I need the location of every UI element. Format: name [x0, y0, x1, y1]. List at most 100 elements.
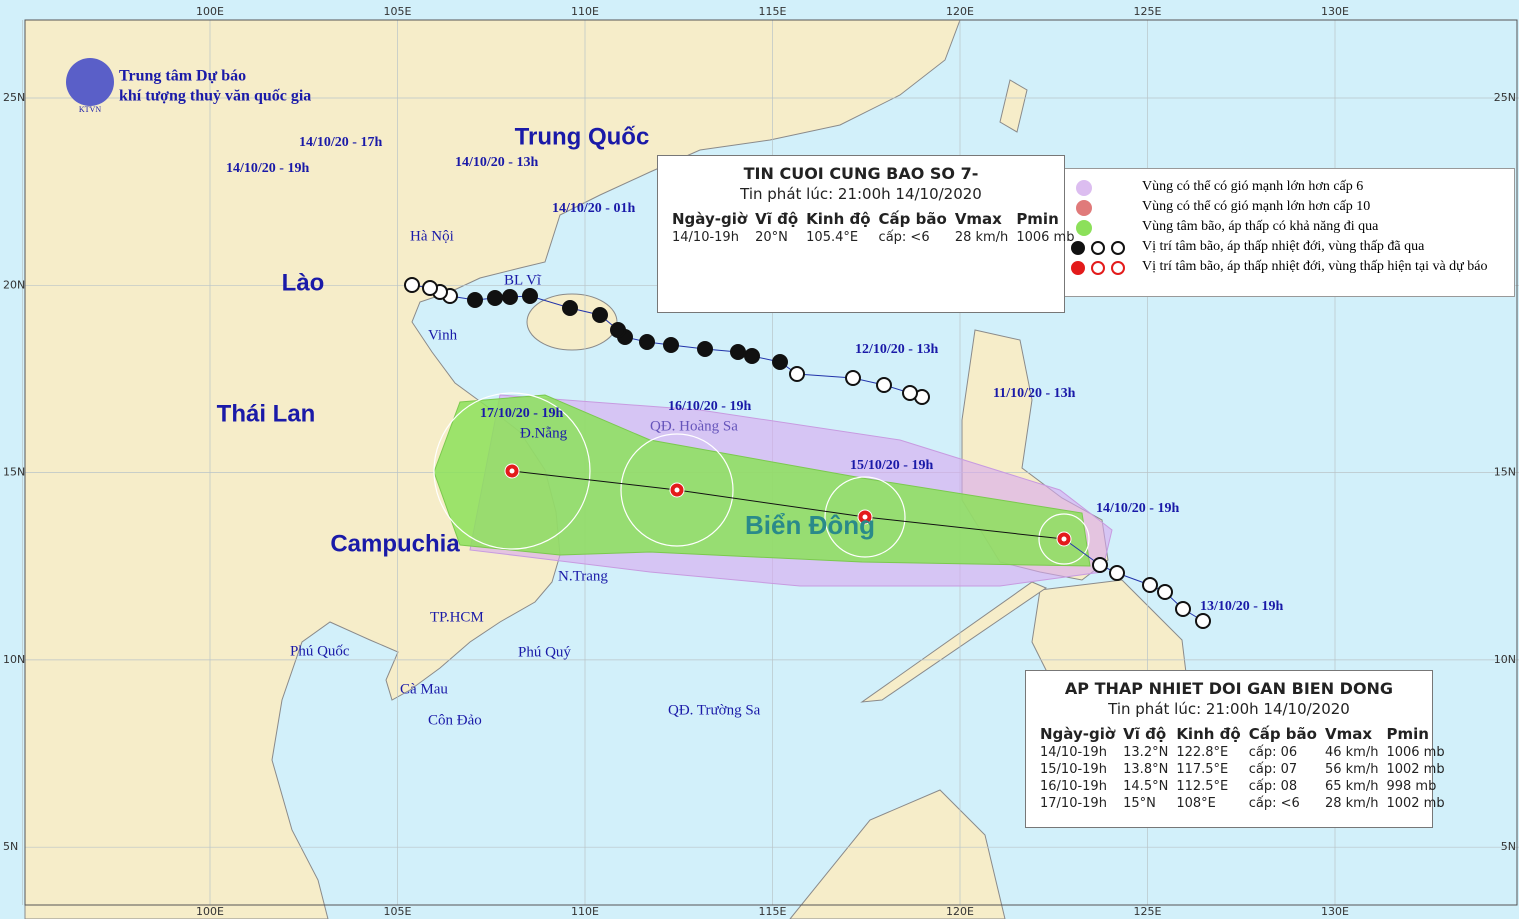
past-position: [1175, 601, 1191, 617]
place-name: Côn Đảo: [428, 712, 482, 728]
bulletin-title: AP THAP NHIET DOI GAN BIEN DONG: [1064, 679, 1394, 698]
legend-symbol: [1071, 261, 1085, 275]
cell: 56 km/h: [1324, 762, 1379, 777]
wind-circle: [1038, 513, 1090, 565]
cell: 14/10-19h: [1040, 745, 1107, 760]
track-label: 15/10/20 - 19h: [850, 458, 933, 473]
lon-label: 130E: [1321, 5, 1349, 18]
lon-label: 105E: [384, 5, 412, 18]
lon-label: 100E: [196, 905, 224, 918]
column-header: Kinh độ: [1176, 725, 1241, 743]
cell: cấp: 07: [1248, 762, 1298, 777]
wind-circle: [824, 476, 906, 558]
track-label: 14/10/20 - 13h: [455, 155, 538, 170]
past-position: [1092, 557, 1108, 573]
legend-symbol: [1111, 241, 1125, 255]
legend-symbol: [1091, 241, 1105, 255]
data-row: 16/10-19h 14.5°N 112.5°E cấp: 08 65 km/h 998 …: [1036, 778, 1449, 795]
column-header: Kinh độ: [806, 210, 871, 228]
cell: 105.4°E: [806, 230, 859, 245]
data-row: 14/10-19h 20°N 105.4°E cấp: <6 28 km/h 1006 m…: [668, 229, 1078, 246]
cell: 122.8°E: [1176, 745, 1229, 760]
lon-label: 125E: [1134, 5, 1162, 18]
lon-label: 110E: [571, 5, 599, 18]
legend-swatch: [1076, 220, 1092, 236]
column-header: Pmin: [1016, 210, 1059, 228]
cell: 15°N: [1123, 796, 1156, 811]
track-label: 14/10/20 - 19h: [226, 161, 309, 176]
place-name: Phú Quý: [518, 644, 571, 660]
bulletin-title: TIN CUOI CUNG BAO SO 7-: [743, 164, 979, 183]
past-position: [1142, 577, 1158, 593]
cell: 28 km/h: [954, 230, 1009, 245]
forecast-eye: [509, 468, 515, 474]
legend-symbol: [1071, 241, 1085, 255]
org-name: Trung tâm Dự báo: [119, 68, 246, 85]
track-label: 13/10/20 - 19h: [1200, 599, 1283, 614]
legend-label: Vị trí tâm bão, áp thấp nhiệt đới, vùng …: [1142, 239, 1425, 254]
track-label: 14/10/20 - 19h: [1096, 501, 1179, 516]
bulletin-table: Ngày-giờ Vĩ độ Kinh độ Cấp bão Vmax Pmin 14/10…: [1036, 724, 1449, 812]
palawan: [860, 581, 1048, 703]
lat-label: 5N: [3, 840, 18, 853]
cell: 1006 mb: [1386, 745, 1445, 760]
data-row: 14/10-19h 13.2°N 122.8°E cấp: 06 46 km/h 1006…: [1036, 744, 1449, 761]
data-row: 15/10-19h 13.8°N 117.5°E cấp: 07 56 km/h 1002…: [1036, 761, 1449, 778]
past-position: [404, 277, 420, 293]
past-position: [902, 385, 918, 401]
region-name: Trung Quốc: [515, 123, 650, 150]
cell: cấp: 08: [1248, 779, 1298, 794]
forecast-eye: [862, 514, 868, 520]
lat-label: 20N: [3, 278, 25, 291]
region-name: Campuchia: [330, 530, 460, 557]
legend-swatch: [1076, 180, 1092, 196]
logo: [66, 58, 114, 106]
org-name: khí tượng thuỷ văn quốc gia: [119, 88, 311, 105]
past-position: [1157, 584, 1173, 600]
column-header: Ngày-giờ: [672, 210, 748, 228]
column-header: Vĩ độ: [1123, 725, 1167, 743]
header-row: Ngày-giờ Vĩ độ Kinh độ Cấp bão Vmax Pmin: [1036, 724, 1449, 744]
lat-label: 15N: [1494, 466, 1516, 479]
past-position: [502, 289, 518, 305]
lat-label: 10N: [1494, 653, 1516, 666]
cell: 14/10-19h: [672, 230, 739, 245]
place-name: TP.HCM: [430, 609, 484, 625]
legend-label: Vùng tâm bão, áp thấp có khả năng đi qua: [1142, 219, 1379, 234]
lon-label: 125E: [1134, 905, 1162, 918]
cell: 28 km/h: [1324, 796, 1379, 811]
past-position: [845, 370, 861, 386]
cell: 13.8°N: [1123, 762, 1169, 777]
cell: 998 mb: [1386, 779, 1437, 794]
bulletin-table: Ngày-giờ Vĩ độ Kinh độ Cấp bão Vmax Pmin 14/10…: [668, 209, 1078, 246]
cell: 16/10-19h: [1040, 779, 1107, 794]
place-name: N.Trang: [558, 568, 608, 584]
borneo: [789, 789, 1006, 919]
legend-label: Vùng có thể có gió mạnh lớn hơn cấp 10: [1142, 199, 1371, 214]
region-name: Biển Đông: [745, 510, 875, 540]
past-position: [1195, 613, 1211, 629]
cell: 1002 mb: [1386, 796, 1445, 811]
wind-circle: [620, 433, 734, 547]
lat-label: 5N: [1501, 840, 1516, 853]
lat-label: 25N: [1494, 91, 1516, 104]
lon-label: 120E: [946, 5, 974, 18]
track-label: 17/10/20 - 19h: [480, 406, 563, 421]
legend-symbols: [1071, 180, 1125, 275]
region-name: Lào: [282, 269, 325, 296]
legend-swatch: [1076, 200, 1092, 216]
past-position: [522, 288, 538, 304]
place-name: QĐ. Trường Sa: [668, 702, 761, 718]
past-position: [730, 344, 746, 360]
cell: 112.5°E: [1176, 779, 1229, 794]
past-position: [772, 354, 788, 370]
wind-circle: [433, 392, 591, 550]
place-name: Hà Nội: [410, 228, 454, 244]
past-position: [697, 341, 713, 357]
place-name: QĐ. Hoàng Sa: [650, 418, 738, 434]
cell: 17/10-19h: [1040, 796, 1107, 811]
cell: 20°N: [755, 230, 788, 245]
lon-label: 130E: [1321, 905, 1349, 918]
bulletin: TIN CUOI CUNG BAO SO 7- Tin phát lúc: 21:…: [657, 155, 1074, 313]
column-header: Vĩ độ: [755, 210, 799, 228]
